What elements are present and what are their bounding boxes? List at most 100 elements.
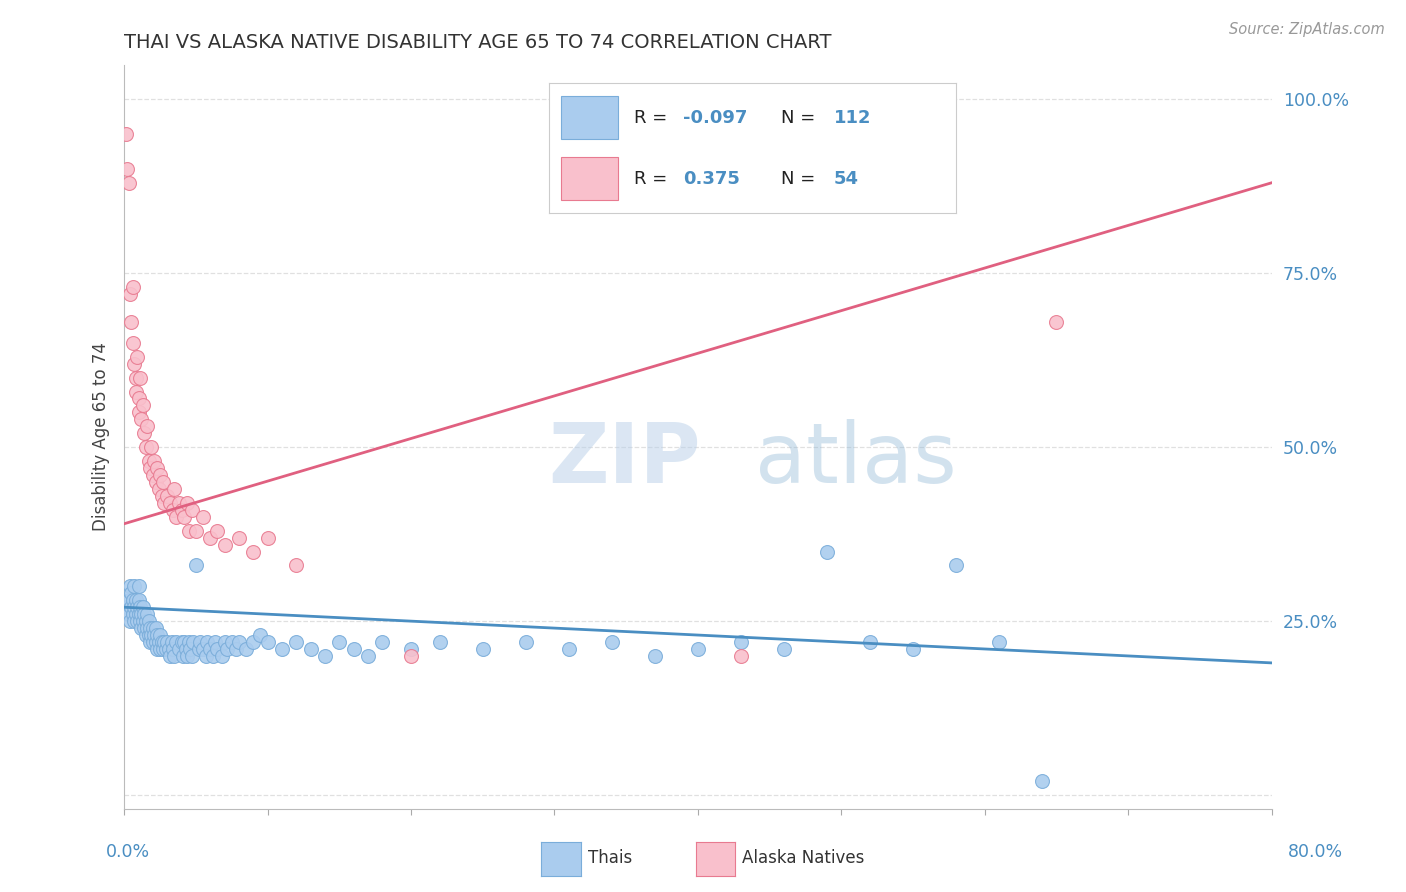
Point bbox=[127, 614, 149, 628]
Point bbox=[120, 600, 142, 615]
Point bbox=[141, 628, 163, 642]
Point bbox=[328, 635, 350, 649]
Point bbox=[176, 496, 198, 510]
Point bbox=[187, 642, 209, 657]
Point bbox=[177, 524, 200, 538]
Point bbox=[815, 544, 838, 558]
Text: THAI VS ALASKA NATIVE DISABILITY AGE 65 TO 74 CORRELATION CHART: THAI VS ALASKA NATIVE DISABILITY AGE 65 … bbox=[124, 33, 832, 52]
Point bbox=[142, 621, 165, 635]
Point bbox=[191, 509, 214, 524]
Point bbox=[131, 621, 153, 635]
Point bbox=[167, 496, 190, 510]
Y-axis label: Disability Age 65 to 74: Disability Age 65 to 74 bbox=[93, 343, 110, 532]
Point bbox=[115, 600, 138, 615]
Point bbox=[135, 628, 157, 642]
Point bbox=[145, 621, 167, 635]
Point bbox=[221, 635, 243, 649]
Text: 0.0%: 0.0% bbox=[105, 843, 149, 861]
Point bbox=[173, 509, 195, 524]
Point bbox=[945, 558, 967, 573]
Point bbox=[120, 586, 142, 600]
Point bbox=[143, 454, 166, 468]
Point bbox=[214, 538, 236, 552]
Point bbox=[153, 635, 176, 649]
Point bbox=[162, 642, 184, 657]
Point bbox=[139, 621, 162, 635]
Point bbox=[132, 600, 155, 615]
Point bbox=[128, 392, 150, 406]
Point bbox=[128, 607, 150, 622]
Point bbox=[165, 635, 187, 649]
Point bbox=[256, 531, 278, 545]
Point bbox=[114, 127, 136, 141]
Point bbox=[138, 454, 160, 468]
Text: Alaska Natives: Alaska Natives bbox=[742, 849, 865, 867]
Point bbox=[207, 524, 229, 538]
Point bbox=[139, 635, 162, 649]
Point bbox=[256, 635, 278, 649]
Point bbox=[600, 635, 623, 649]
Point bbox=[155, 642, 177, 657]
Point bbox=[211, 648, 233, 663]
Point bbox=[136, 607, 159, 622]
Point bbox=[235, 642, 257, 657]
Point bbox=[165, 509, 187, 524]
Point bbox=[167, 642, 190, 657]
Point bbox=[191, 642, 214, 657]
Point bbox=[136, 419, 159, 434]
Text: 80.0%: 80.0% bbox=[1288, 843, 1343, 861]
Point bbox=[117, 607, 139, 622]
Point bbox=[160, 635, 183, 649]
Point bbox=[122, 614, 145, 628]
Point bbox=[150, 489, 173, 503]
Point bbox=[117, 593, 139, 607]
Point bbox=[285, 635, 308, 649]
Point bbox=[127, 600, 149, 615]
Point bbox=[122, 579, 145, 593]
Point bbox=[159, 648, 181, 663]
Point bbox=[180, 648, 202, 663]
Point bbox=[120, 315, 142, 329]
Point bbox=[121, 607, 143, 622]
Point bbox=[515, 635, 537, 649]
Point bbox=[184, 558, 207, 573]
Point bbox=[686, 642, 709, 657]
Point bbox=[194, 648, 217, 663]
Point bbox=[184, 524, 207, 538]
Text: Thais: Thais bbox=[588, 849, 631, 867]
Point bbox=[163, 482, 186, 496]
Point bbox=[145, 635, 167, 649]
Point bbox=[730, 648, 752, 663]
Point bbox=[200, 531, 222, 545]
Point bbox=[146, 461, 169, 475]
Point bbox=[214, 635, 236, 649]
Point bbox=[225, 642, 247, 657]
Point bbox=[188, 635, 211, 649]
Point bbox=[170, 503, 193, 517]
Text: atlas: atlas bbox=[755, 418, 957, 500]
Point bbox=[125, 370, 148, 384]
Point bbox=[170, 635, 193, 649]
Point bbox=[134, 426, 156, 441]
Point bbox=[131, 607, 153, 622]
Point bbox=[121, 335, 143, 350]
Point bbox=[131, 412, 153, 426]
Point bbox=[129, 600, 152, 615]
Point bbox=[138, 614, 160, 628]
Point bbox=[859, 635, 882, 649]
Point bbox=[122, 600, 145, 615]
Point bbox=[200, 642, 222, 657]
Text: Source: ZipAtlas.com: Source: ZipAtlas.com bbox=[1229, 22, 1385, 37]
Point bbox=[558, 642, 581, 657]
Point bbox=[399, 648, 422, 663]
Point bbox=[773, 642, 796, 657]
Point bbox=[149, 642, 172, 657]
Point bbox=[118, 579, 141, 593]
Point bbox=[285, 558, 308, 573]
Point bbox=[128, 593, 150, 607]
Point bbox=[153, 496, 176, 510]
Point bbox=[150, 635, 173, 649]
Point bbox=[117, 176, 139, 190]
Point bbox=[128, 579, 150, 593]
Point bbox=[136, 621, 159, 635]
